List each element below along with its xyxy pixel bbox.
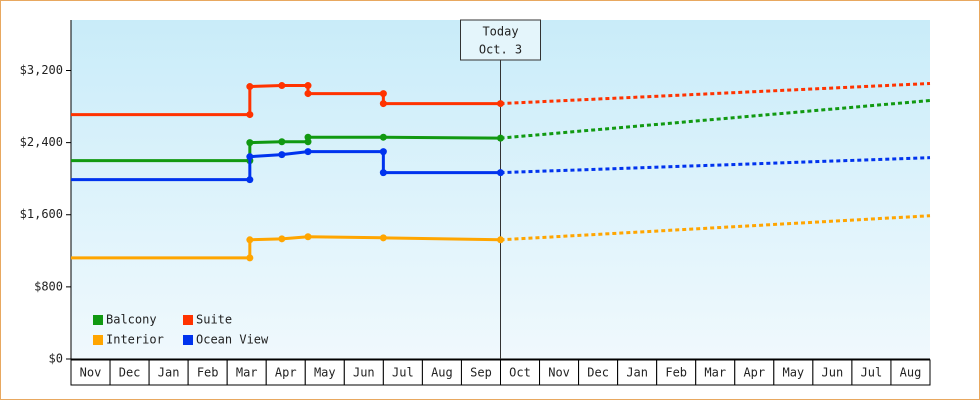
point	[497, 134, 504, 142]
point	[304, 133, 312, 141]
y-tick-label: $1,600	[20, 207, 63, 221]
legend-swatch	[183, 315, 193, 325]
point	[246, 153, 254, 161]
point	[246, 139, 254, 147]
point	[278, 82, 286, 90]
x-tick-label: Nov	[548, 366, 570, 380]
x-cell	[304, 359, 345, 386]
y-tick-label: $3,200	[20, 63, 63, 77]
point	[246, 176, 254, 184]
x-cell	[265, 359, 306, 386]
legend-swatch	[183, 335, 193, 345]
projection-line	[500, 99, 931, 140]
x-cell	[343, 359, 384, 386]
x-tick-label: Jul	[861, 366, 883, 380]
point	[304, 82, 312, 90]
x-tick-label: Feb	[197, 366, 219, 380]
legend-label: Ocean View	[196, 333, 269, 347]
point	[497, 236, 504, 244]
x-cell	[460, 359, 502, 386]
point	[379, 100, 387, 108]
x-tick-label: Mar	[704, 366, 726, 380]
point	[304, 90, 312, 98]
y-tick-label: $2,400	[20, 135, 63, 149]
x-cell	[851, 359, 892, 386]
x-tick-label: Aug	[900, 366, 922, 380]
legend-label: Interior	[106, 333, 164, 347]
legend-swatch	[93, 335, 103, 345]
point	[379, 234, 387, 242]
x-tick-label: Aug	[431, 366, 453, 380]
point	[379, 90, 387, 98]
x-tick-label: Dec	[119, 366, 141, 380]
x-tick-label: Mar	[236, 366, 258, 380]
x-tick-label: Jan	[158, 366, 180, 380]
point	[246, 254, 254, 262]
point	[379, 148, 387, 156]
projection-line	[500, 156, 931, 175]
x-cell	[500, 359, 541, 386]
point	[278, 235, 286, 243]
y-tick-label: $800	[34, 279, 63, 293]
x-tick-label: Jun	[353, 366, 375, 380]
x-tick-label: Sep	[470, 366, 492, 380]
x-tick-label: Apr	[275, 366, 297, 380]
x-cell	[578, 359, 619, 386]
x-tick-label: Jan	[626, 366, 648, 380]
series-line	[71, 150, 501, 182]
x-cell	[734, 359, 775, 386]
x-cell	[656, 359, 697, 386]
x-cell	[890, 359, 931, 386]
point	[246, 83, 254, 91]
point	[278, 138, 286, 146]
point	[304, 233, 312, 241]
x-cell	[539, 359, 580, 386]
projection-line	[500, 214, 931, 242]
point	[278, 151, 286, 159]
x-cell	[617, 359, 658, 386]
x-cell	[70, 359, 111, 386]
point	[379, 169, 387, 177]
x-tick-label: May	[782, 366, 804, 380]
today-label: Today	[482, 25, 518, 39]
x-tick-label: Dec	[587, 366, 609, 380]
x-tick-label: Nov	[80, 366, 102, 380]
x-cell	[773, 359, 814, 386]
point	[497, 169, 504, 177]
point	[497, 100, 504, 108]
point	[246, 236, 254, 244]
legend-label: Suite	[196, 313, 232, 327]
today-box	[460, 19, 541, 61]
projection-line	[500, 81, 931, 106]
x-tick-label: May	[314, 366, 336, 380]
today-label: Oct. 3	[479, 43, 522, 57]
x-cell	[226, 359, 267, 386]
x-tick-label: Feb	[665, 366, 687, 380]
y-tick-label: $0	[49, 352, 63, 366]
legend-label: Balcony	[106, 313, 157, 327]
point	[379, 133, 387, 141]
x-tick-label: Jul	[392, 366, 414, 380]
x-cell	[695, 359, 736, 386]
point	[304, 148, 312, 156]
legend-swatch	[93, 315, 103, 325]
point	[246, 111, 254, 119]
x-tick-label: Oct	[509, 366, 531, 380]
x-tick-label: Jun	[822, 366, 844, 380]
x-tick-label: Apr	[743, 366, 765, 380]
x-cell	[421, 359, 462, 386]
